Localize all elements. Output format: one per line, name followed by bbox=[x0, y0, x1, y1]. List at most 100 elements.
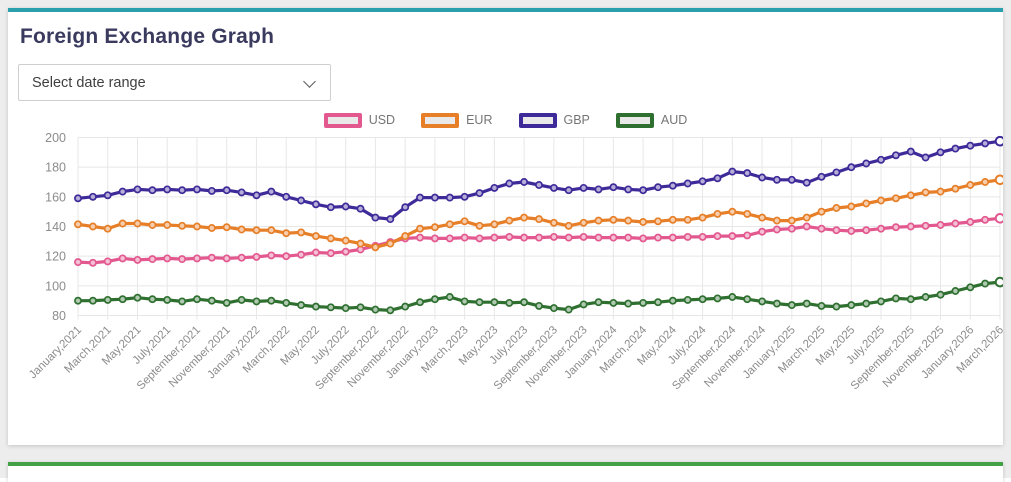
data-point-gbp bbox=[460, 192, 469, 201]
data-point-usd bbox=[222, 254, 231, 263]
data-point-eur bbox=[207, 224, 216, 232]
y-axis-tick-label: 160 bbox=[45, 190, 66, 204]
data-point-gbp bbox=[728, 167, 737, 176]
data-point-aud bbox=[445, 293, 454, 301]
data-point-gbp bbox=[475, 189, 484, 198]
data-point-eur bbox=[981, 178, 990, 186]
data-point-eur bbox=[311, 232, 320, 241]
data-point-aud bbox=[862, 299, 871, 308]
data-point-aud bbox=[683, 295, 692, 304]
legend-label-eur: EUR bbox=[466, 113, 493, 127]
data-point-gbp bbox=[445, 193, 454, 202]
data-point-eur bbox=[401, 232, 410, 241]
data-point-aud bbox=[193, 295, 201, 304]
data-point-usd bbox=[475, 234, 484, 243]
data-point-usd bbox=[787, 224, 796, 233]
data-point-usd bbox=[74, 258, 82, 267]
data-point-usd bbox=[994, 213, 1003, 224]
data-point-eur bbox=[994, 174, 1003, 186]
data-point-gbp bbox=[683, 179, 692, 188]
data-point-gbp bbox=[639, 186, 648, 195]
data-point-aud bbox=[698, 295, 707, 304]
chart-legend: USD EUR GBP AUD bbox=[8, 110, 1003, 130]
data-point-aud bbox=[282, 298, 291, 307]
data-point-usd bbox=[758, 227, 767, 236]
next-card-accent-bar bbox=[8, 462, 1003, 466]
legend-label-usd: USD bbox=[368, 113, 396, 127]
data-point-gbp bbox=[430, 193, 439, 202]
data-point-gbp bbox=[936, 148, 945, 157]
data-point-aud bbox=[148, 295, 157, 304]
legend-item-eur[interactable]: EUR bbox=[421, 112, 493, 128]
data-point-aud bbox=[371, 305, 380, 314]
data-point-eur bbox=[371, 243, 380, 252]
date-range-select-value: Select date range bbox=[32, 74, 146, 91]
data-point-eur bbox=[252, 226, 261, 235]
data-point-usd bbox=[936, 221, 945, 229]
data-point-usd bbox=[594, 233, 603, 242]
data-point-usd bbox=[267, 251, 276, 260]
data-point-usd bbox=[148, 255, 157, 264]
data-point-gbp bbox=[906, 147, 915, 156]
data-point-eur bbox=[103, 224, 112, 233]
data-point-gbp bbox=[847, 163, 856, 172]
legend-item-aud[interactable]: AUD bbox=[615, 112, 687, 128]
data-point-aud bbox=[118, 295, 127, 304]
data-point-aud bbox=[936, 290, 945, 299]
data-point-aud bbox=[594, 298, 603, 307]
data-point-eur bbox=[163, 221, 172, 229]
data-point-eur bbox=[237, 225, 246, 234]
data-point-usd bbox=[817, 224, 826, 233]
data-point-aud bbox=[297, 301, 306, 310]
data-point-usd bbox=[326, 249, 335, 258]
data-point-aud bbox=[163, 295, 172, 304]
data-point-eur bbox=[564, 221, 573, 230]
data-point-gbp bbox=[297, 196, 306, 205]
data-point-gbp bbox=[951, 144, 960, 153]
data-point-usd bbox=[728, 232, 737, 241]
data-point-eur bbox=[74, 220, 82, 229]
data-point-aud bbox=[311, 302, 320, 311]
data-point-gbp bbox=[103, 191, 112, 200]
data-point-eur bbox=[297, 228, 306, 237]
data-point-gbp bbox=[609, 183, 618, 192]
data-point-gbp bbox=[921, 153, 930, 162]
legend-swatch-eur bbox=[421, 112, 460, 128]
data-point-usd bbox=[237, 253, 246, 262]
data-point-gbp bbox=[994, 135, 1003, 147]
data-point-aud bbox=[520, 298, 529, 307]
data-point-eur bbox=[668, 215, 677, 224]
data-point-usd bbox=[416, 233, 424, 242]
y-axis-tick-label: 140 bbox=[45, 220, 66, 234]
data-point-eur bbox=[445, 220, 454, 229]
next-section-card bbox=[8, 462, 1003, 482]
data-point-aud bbox=[267, 296, 276, 305]
data-point-usd bbox=[743, 231, 752, 240]
data-point-aud bbox=[460, 297, 469, 306]
data-point-eur bbox=[549, 218, 558, 227]
legend-item-usd[interactable]: USD bbox=[323, 112, 396, 128]
data-point-eur bbox=[118, 219, 127, 228]
y-axis-tick-label: 180 bbox=[45, 161, 66, 175]
data-point-gbp bbox=[787, 175, 796, 184]
data-point-usd bbox=[802, 222, 811, 231]
legend-item-gbp[interactable]: GBP bbox=[518, 112, 590, 128]
data-point-aud bbox=[252, 297, 261, 306]
data-point-eur bbox=[936, 187, 945, 196]
data-point-gbp bbox=[252, 191, 261, 200]
data-point-aud bbox=[341, 304, 350, 313]
data-point-aud bbox=[609, 298, 618, 307]
data-point-eur bbox=[802, 213, 811, 222]
data-point-aud bbox=[624, 299, 633, 308]
data-point-usd bbox=[862, 226, 871, 235]
data-point-eur bbox=[133, 219, 142, 228]
data-point-gbp bbox=[178, 186, 187, 195]
data-point-eur bbox=[579, 218, 588, 227]
data-point-eur bbox=[267, 226, 276, 235]
legend-swatch-gbp bbox=[518, 112, 557, 128]
data-point-eur bbox=[282, 229, 291, 238]
data-point-usd bbox=[981, 215, 990, 224]
data-point-aud bbox=[639, 298, 648, 307]
data-point-gbp bbox=[505, 179, 514, 188]
date-range-select[interactable]: Select date range bbox=[18, 64, 331, 101]
